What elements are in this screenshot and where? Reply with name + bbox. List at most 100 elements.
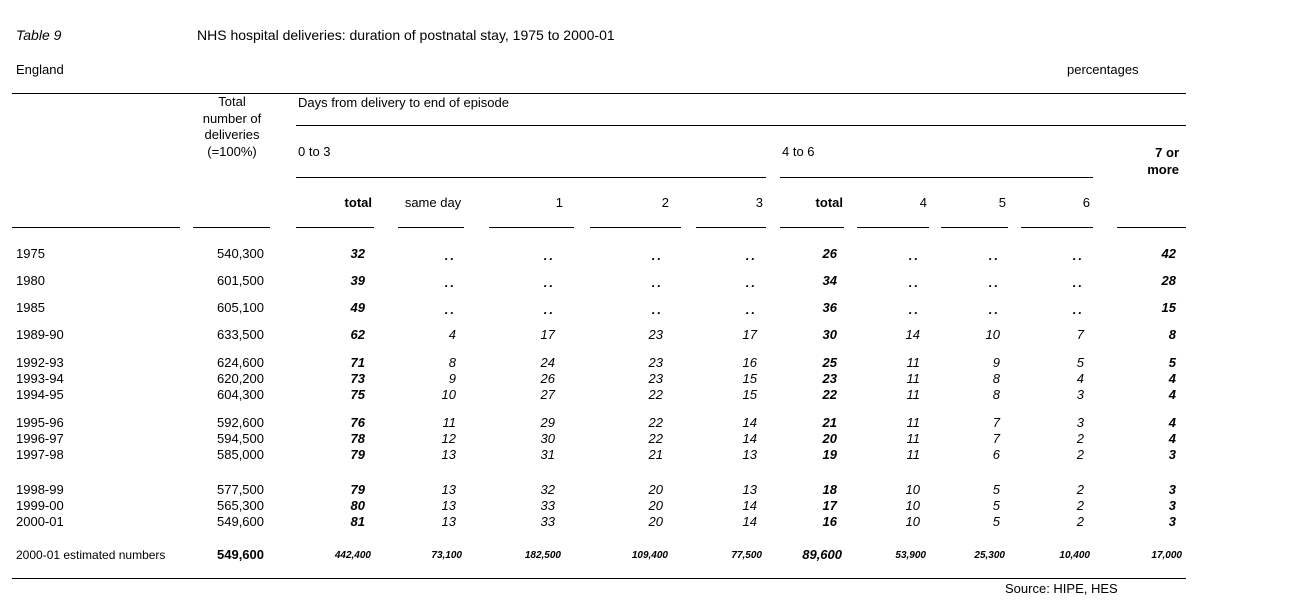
cell-same-day: 10 (441, 387, 456, 402)
total-deliveries-header: Total number of deliveries (=100%) (194, 94, 270, 160)
cell-7-or-more: 28 (1161, 273, 1176, 288)
estimated-label: 2000-01 estimated numbers (16, 548, 166, 562)
cell-day-5: 9 (992, 355, 1000, 370)
cell-year: 2000-01 (16, 514, 64, 529)
estimated-day-2: 109,400 (631, 550, 668, 561)
cell-total-deliveries: 565,300 (217, 498, 264, 513)
cell-day-1: 33 (540, 498, 555, 513)
subheader-total-0-3: total (344, 195, 372, 210)
cell-day-5: 5 (992, 498, 1000, 513)
cell-day-2: 22 (648, 431, 663, 446)
cell-total-deliveries: 577,500 (217, 482, 264, 497)
table-label: Table 9 (16, 27, 62, 43)
cell-7-or-more: 5 (1168, 355, 1176, 370)
estimated-day-4: 53,900 (895, 550, 926, 561)
col-rule (12, 227, 180, 228)
cell-total-4-6: 18 (822, 482, 837, 497)
cell-day-5: 7 (992, 431, 1000, 446)
cell-day-2: 22 (648, 387, 663, 402)
cell-total-deliveries: 605,100 (217, 300, 264, 315)
cell-total-4-6: 16 (822, 514, 837, 529)
header-line: more (1147, 162, 1179, 177)
cell-day-6: 5 (1076, 355, 1084, 370)
cell-day-5: .. (988, 302, 1000, 317)
cell-total-0-3: 81 (350, 514, 365, 529)
cell-day-5: 5 (992, 514, 1000, 529)
cell-day-5: 10 (985, 327, 1000, 342)
cell-day-4: .. (908, 248, 920, 263)
cell-total-0-3: 78 (350, 431, 365, 446)
table-title: NHS hospital deliveries: duration of pos… (197, 27, 615, 43)
estimated-7-or-more: 17,000 (1151, 550, 1182, 561)
cell-total-4-6: 36 (822, 300, 837, 315)
estimated-total-0-3: 442,400 (334, 550, 371, 561)
cell-total-0-3: 49 (350, 300, 365, 315)
col-rule (1117, 227, 1186, 228)
cell-year: 1997-98 (16, 447, 64, 462)
subheader-same-day: same day (404, 195, 462, 210)
cell-total-deliveries: 624,600 (217, 355, 264, 370)
cell-total-0-3: 80 (350, 498, 365, 513)
cell-day-6: .. (1072, 275, 1084, 290)
cell-day-3: 15 (742, 387, 757, 402)
cell-day-3: 16 (742, 355, 757, 370)
cell-total-4-6: 30 (822, 327, 837, 342)
cell-day-4: 14 (905, 327, 920, 342)
estimated-day-5: 25,300 (974, 550, 1005, 561)
cell-total-deliveries: 594,500 (217, 431, 264, 446)
col-rule (590, 227, 681, 228)
subheader-day-1: 1 (555, 195, 563, 210)
subheader-day-6: 6 (1082, 195, 1090, 210)
cell-day-2: .. (651, 275, 663, 290)
cell-day-5: 6 (992, 447, 1000, 462)
cell-7-or-more: 8 (1168, 327, 1176, 342)
cell-day-6: 7 (1076, 327, 1084, 342)
group-4-6-rule (780, 177, 1093, 178)
cell-7-or-more: 4 (1168, 415, 1176, 430)
cell-day-3: 15 (742, 371, 757, 386)
cell-7-or-more: 3 (1168, 498, 1176, 513)
cell-year: 1994-95 (16, 387, 64, 402)
cell-day-2: 23 (648, 371, 663, 386)
cell-day-2: 23 (648, 327, 663, 342)
cell-day-3: 17 (742, 327, 757, 342)
cell-day-6: 4 (1076, 371, 1084, 386)
cell-same-day: 12 (441, 431, 456, 446)
cell-same-day: 13 (441, 498, 456, 513)
cell-day-2: 22 (648, 415, 663, 430)
cell-same-day: 8 (448, 355, 456, 370)
cell-year: 1985 (16, 300, 45, 315)
header-line: deliveries (204, 127, 260, 142)
cell-day-2: 20 (648, 514, 663, 529)
cell-total-0-3: 79 (350, 447, 365, 462)
cell-total-4-6: 22 (822, 387, 837, 402)
cell-year: 1995-96 (16, 415, 64, 430)
cell-day-4: 11 (906, 387, 921, 402)
cell-day-1: 24 (540, 355, 555, 370)
cell-day-6: .. (1072, 248, 1084, 263)
group-0-3-rule (296, 177, 766, 178)
bottom-rule (12, 578, 1186, 579)
estimated-day-6: 10,400 (1059, 550, 1090, 561)
cell-total-0-3: 73 (350, 371, 365, 386)
estimated-day-3: 77,500 (731, 550, 762, 561)
col-rule (489, 227, 574, 228)
cell-day-3: 13 (742, 447, 757, 462)
cell-day-1: .. (543, 302, 555, 317)
cell-year: 1999-00 (16, 498, 64, 513)
top-rule (12, 93, 1186, 94)
cell-year: 1996-97 (16, 431, 64, 446)
cell-7-or-more: 4 (1168, 387, 1176, 402)
cell-total-deliveries: 540,300 (217, 246, 264, 261)
cell-year: 1975 (16, 246, 45, 261)
cell-day-2: .. (651, 248, 663, 263)
cell-total-deliveries: 633,500 (217, 327, 264, 342)
estimated-total-4-6: 89,600 (802, 547, 842, 562)
cell-total-4-6: 19 (822, 447, 837, 462)
units-label: percentages (1067, 62, 1139, 77)
cell-day-2: 20 (648, 482, 663, 497)
cell-day-4: 11 (906, 355, 921, 370)
estimated-same-day: 73,100 (431, 550, 462, 561)
col-rule (1021, 227, 1093, 228)
header-line: Total (218, 94, 246, 109)
